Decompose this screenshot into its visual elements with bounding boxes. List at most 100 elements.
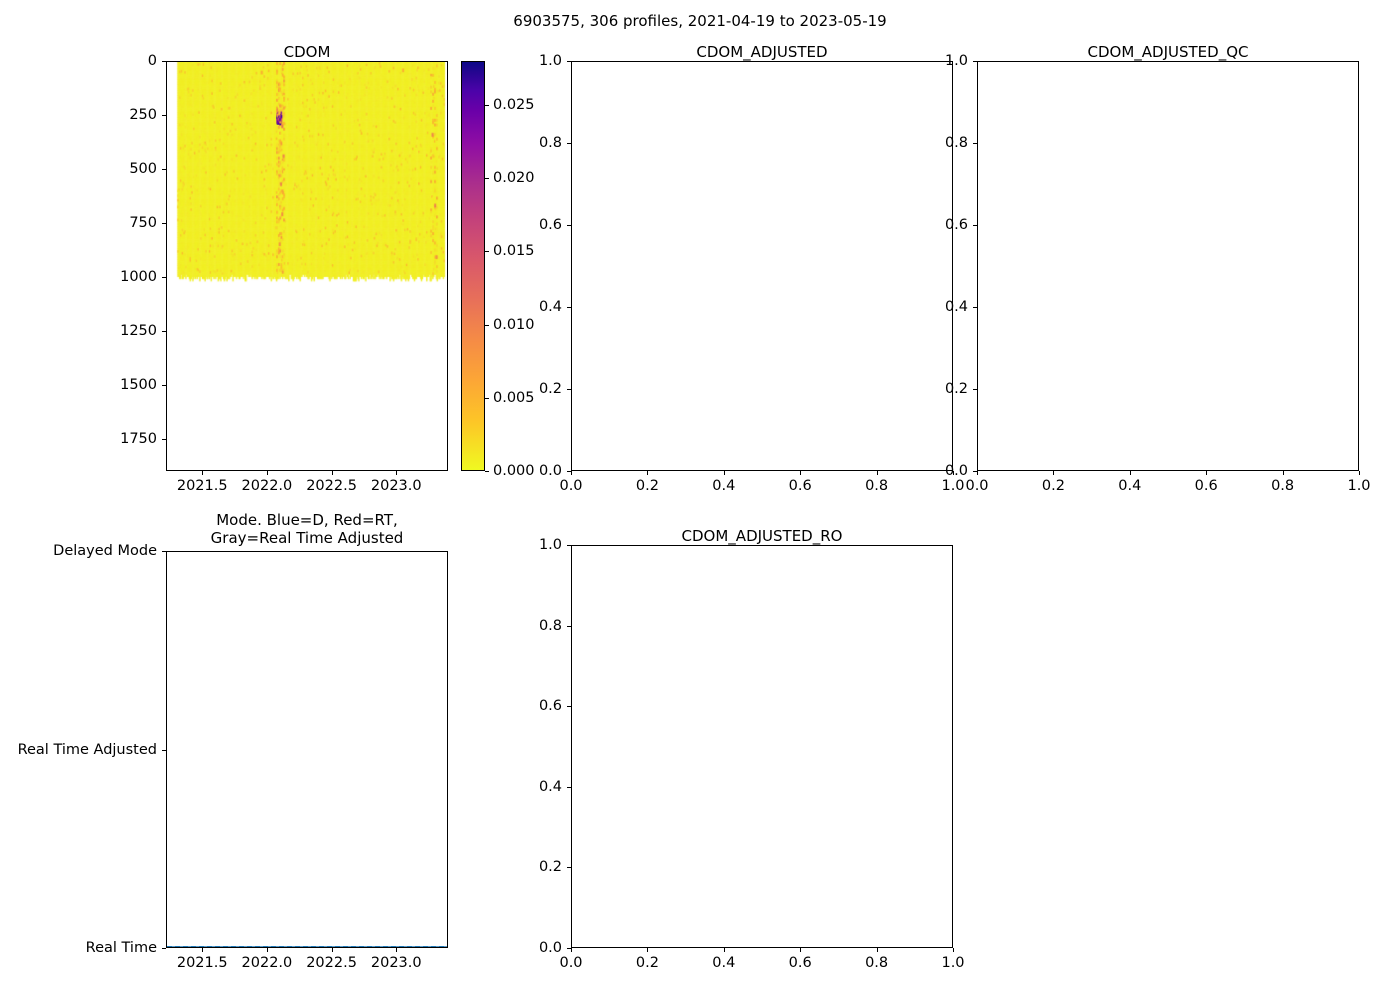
mode-axes[interactable] [166, 551, 448, 948]
cdom-adjusted-x-tick-mark [953, 471, 955, 475]
cdom-x-tick-mark [396, 471, 398, 475]
cdom-adjusted-ro-y-tick-mark [567, 786, 571, 788]
cdom-adjusted-ro-x-tick-mark [647, 948, 649, 952]
mode-x-tick-mark [266, 948, 268, 952]
cdom-x-tick-label: 2021.5 [176, 478, 228, 494]
cdom-y-tick-mark [162, 276, 166, 278]
cdom-adjusted-qc-y-tick-label: 0.4 [944, 299, 968, 315]
cdom-adjusted-qc-y-tick-label: 0.8 [944, 135, 968, 151]
cdom-y-tick-mark [162, 114, 166, 117]
cdom-adjusted-ro-x-tick-label: 0.8 [865, 955, 889, 971]
cdom-adjusted-y-tick-mark [567, 143, 571, 145]
cdom-adjusted-y-tick-mark [567, 389, 571, 391]
mode-y-tick-mark [162, 749, 166, 751]
cdom-adjusted-qc-x-tick-label: 0.0 [965, 478, 989, 494]
cdom-adjusted-x-tick-mark [800, 471, 802, 475]
cdom-y-tick-mark [162, 61, 166, 63]
colorbar-tick-mark [485, 324, 489, 326]
cdom-adjusted-qc-x-tick-mark [977, 471, 979, 475]
cdom-adjusted-qc-y-tick-label: 1.0 [944, 53, 968, 69]
mode-x-tick-label: 2022.5 [306, 955, 357, 971]
cdom-adjusted-qc-y-tick-mark [973, 471, 977, 473]
cdom-adjusted-ro-y-tick-label: 0.6 [538, 698, 562, 715]
cdom-adjusted-qc-x-tick-label: 0.8 [1271, 478, 1295, 494]
cdom-adjusted-ro-x-tick-label: 0.0 [559, 955, 583, 971]
cdom-adjusted-ro-x-tick-label: 0.4 [712, 955, 736, 971]
cdom-adjusted-ro-y-tick-mark [567, 625, 571, 627]
mode-x-tick-mark [396, 948, 398, 952]
cdom-adjusted-x-tick-mark [571, 471, 573, 475]
cdom-x-tick-mark [266, 471, 268, 475]
colorbar-tick-label: 0.025 [493, 96, 535, 113]
cdom-y-tick-label: 500 [129, 160, 157, 177]
cdom-adjusted-ro-x-tick-label: 0.2 [635, 955, 659, 971]
cdom-adjusted-axes[interactable] [571, 61, 953, 471]
cdom-adjusted-ro-x-tick-mark [953, 948, 955, 952]
cdom-x-tick-mark [202, 471, 204, 475]
cdom-adjusted-ro-y-tick-mark [567, 948, 571, 950]
cdom-adjusted-qc-y-tick-mark [973, 307, 977, 309]
mode-series-line [167, 945, 447, 947]
cdom-adjusted-qc-x-tick-mark [1359, 471, 1361, 475]
mode-x-tick-label: 2021.5 [176, 955, 228, 971]
cdom-adjusted-ro-x-tick-label: 0.6 [788, 955, 812, 971]
cdom-adjusted-ro-axes[interactable] [571, 545, 953, 948]
cdom-adjusted-qc-x-tick-mark [1053, 471, 1055, 475]
cdom-adjusted-ro-y-tick-label: 0.2 [538, 859, 562, 876]
colorbar-tick-label: 0.005 [493, 389, 535, 406]
cdom-y-tick-mark [162, 330, 166, 332]
cdom-heatmap-canvas [167, 62, 447, 470]
colorbar-tick-mark [485, 251, 489, 253]
cdom-adjusted-ro-x-tick-label: 1.0 [941, 955, 965, 971]
cdom-y-tick-mark [162, 438, 166, 440]
colorbar-tick-label: 0.000 [493, 463, 535, 479]
cdom-adjusted-qc-x-tick-mark [1282, 471, 1284, 475]
cdom-adjusted-qc-x-tick-mark [1206, 471, 1208, 475]
colorbar-tick-label: 0.015 [493, 243, 535, 260]
mode-x-tick-mark [202, 948, 204, 952]
cdom-adjusted-y-tick-mark [567, 225, 571, 227]
cdom-adjusted-qc-y-tick-mark [973, 61, 977, 63]
cdom-adjusted-ro-x-tick-mark [800, 948, 802, 952]
cdom-adjusted-ro-x-tick-mark [723, 948, 725, 952]
cdom-y-tick-label: 1500 [120, 376, 157, 393]
cdom-adjusted-y-tick-mark [567, 471, 571, 473]
cdom-adjusted-y-tick-mark [567, 307, 571, 309]
cdom-y-tick-label: 250 [129, 106, 157, 123]
colorbar-tick-mark [485, 397, 489, 399]
cdom-adjusted-ro-y-tick-label: 0.4 [538, 778, 562, 795]
cdom-y-tick-mark [162, 222, 166, 224]
cdom-adjusted-x-tick-mark [876, 471, 878, 475]
cdom-colorbar[interactable] [461, 61, 485, 471]
cdom-adjusted-y-tick-label: 0.0 [538, 463, 562, 479]
colorbar-tick-mark [485, 178, 489, 180]
cdom-y-tick-label: 750 [129, 214, 157, 231]
cdom-adjusted-qc-y-tick-mark [973, 143, 977, 145]
cdom-adjusted-qc-x-tick-label: 0.2 [1041, 478, 1065, 494]
cdom-adjusted-qc-y-tick-label: 0.6 [944, 217, 968, 233]
cdom-adjusted-qc-axes[interactable] [977, 61, 1359, 471]
cdom-x-tick-label: 2022.0 [241, 478, 293, 494]
cdom-adjusted-qc-x-tick-label: 0.4 [1118, 478, 1142, 494]
cdom-y-tick-label: 0 [147, 53, 157, 69]
mode-y-tick-mark [162, 551, 166, 553]
cdom-y-tick-mark [162, 384, 166, 386]
cdom-adjusted-qc-axes-title: CDOM_ADJUSTED_QC [1087, 43, 1249, 61]
cdom-adjusted-y-tick-label: 0.6 [538, 217, 562, 233]
cdom-adjusted-qc-x-tick-mark [1129, 471, 1131, 475]
cdom-heatmap-axes[interactable] [166, 61, 448, 471]
cdom-adjusted-qc-x-tick-label: 0.6 [1194, 478, 1218, 494]
mode-x-tick-label: 2023.0 [370, 955, 422, 971]
mode-x-tick-mark [331, 948, 333, 952]
colorbar-tick-mark [485, 104, 489, 107]
cdom-adjusted-ro-y-tick-label: 0.0 [538, 940, 562, 956]
cdom-adjusted-ro-y-tick-label: 1.0 [538, 537, 562, 553]
cdom-x-tick-label: 2023.0 [370, 478, 422, 494]
cdom-adjusted-ro-x-tick-mark [571, 948, 573, 952]
cdom-adjusted-qc-y-tick-label: 0.2 [944, 381, 968, 397]
cdom-adjusted-y-tick-label: 0.2 [538, 381, 562, 397]
cdom-adjusted-qc-y-tick-mark [973, 225, 977, 227]
cdom-adjusted-x-tick-label: 0.4 [712, 478, 736, 494]
cdom-adjusted-x-tick-label: 0.6 [788, 478, 812, 494]
